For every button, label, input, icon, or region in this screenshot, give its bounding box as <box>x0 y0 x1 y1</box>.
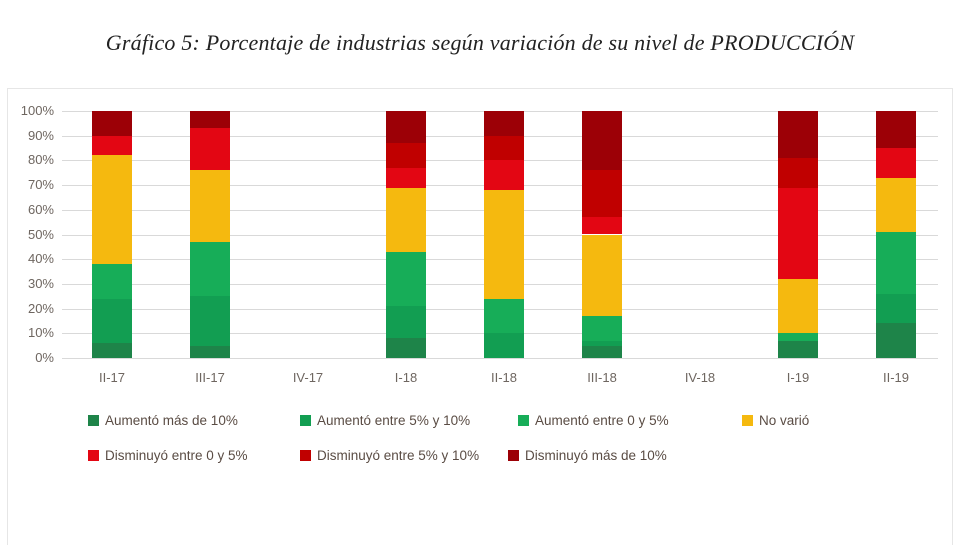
legend-item: No varió <box>742 413 809 428</box>
bar-segment <box>582 345 622 358</box>
legend-label: Disminuyó entre 5% y 10% <box>317 448 480 463</box>
x-axis-label: I-19 <box>786 370 810 385</box>
bar-segment <box>778 333 818 341</box>
y-axis-tick-label: 0% <box>35 350 54 365</box>
legend-item: Aumentó más de 10% <box>88 413 238 428</box>
bar-segment <box>92 343 132 358</box>
chart-title: Gráfico 5: Porcentaje de industrias segú… <box>105 30 855 55</box>
bar-segment <box>92 155 132 265</box>
x-axis-label: III-17 <box>195 370 225 385</box>
bar-segment <box>484 135 524 161</box>
legend-label: Aumentó entre 0 y 5% <box>535 413 669 428</box>
x-axis-label: II-18 <box>490 370 517 385</box>
bar-segment <box>582 170 622 218</box>
legend-label: Disminuyó más de 10% <box>525 448 667 463</box>
bar-segment <box>876 323 916 358</box>
bar-segment <box>778 340 818 358</box>
legend-item: Aumentó entre 5% y 10% <box>300 413 470 428</box>
bar-segment <box>484 298 524 334</box>
bar-segment <box>778 278 818 334</box>
y-axis-tick-label: 100% <box>20 103 54 118</box>
bar-segment <box>582 340 622 346</box>
bar-segment <box>386 338 426 358</box>
legend-swatch <box>518 415 529 426</box>
x-axis-label: IV-17 <box>292 370 324 385</box>
bar-segment <box>582 111 622 171</box>
x-axis-label: II-17 <box>98 370 125 385</box>
legend-swatch <box>300 450 311 461</box>
bar-segment <box>778 111 818 158</box>
bar-segment <box>190 241 230 297</box>
bar-segment <box>92 264 132 299</box>
legend-swatch <box>88 415 99 426</box>
bar-segment <box>386 111 426 144</box>
bar-segment <box>484 190 524 299</box>
bar-segment <box>92 298 132 344</box>
bar-segment <box>876 293 916 324</box>
y-axis-tick-label: 70% <box>27 177 54 193</box>
y-axis-tick-label: 20% <box>27 300 54 316</box>
x-axis-label: II-19 <box>882 370 909 385</box>
bar-segment <box>190 345 230 358</box>
x-axis-label: I-18 <box>394 370 418 385</box>
gridline <box>62 358 938 359</box>
bar-segment <box>92 111 132 136</box>
bar-segment <box>386 167 426 188</box>
y-axis-tick-label: 50% <box>27 226 54 242</box>
bar-segment <box>876 148 916 178</box>
bar-segment <box>386 306 426 339</box>
legend-label: Disminuyó entre 0 y 5% <box>105 448 248 463</box>
y-axis-tick-label: 60% <box>27 201 54 217</box>
bar-segment <box>484 111 524 136</box>
legend-item: Aumentó entre 0 y 5% <box>518 413 669 428</box>
y-axis-tick-label: 30% <box>27 275 54 291</box>
bar-segment <box>190 128 230 171</box>
y-axis-tick-label: 90% <box>27 127 54 143</box>
legend-label: Aumentó entre 5% y 10% <box>317 413 471 428</box>
y-axis-tick-label: 80% <box>27 152 54 168</box>
bar-segment <box>190 170 230 242</box>
bar-segment <box>876 232 916 294</box>
y-axis-tick-label: 40% <box>27 251 54 267</box>
bar-segment <box>386 187 426 252</box>
bar-segment <box>484 333 524 358</box>
bar-segment <box>582 316 622 341</box>
bar-segment <box>92 135 132 156</box>
bar-segment <box>190 111 230 129</box>
legend-label: Aumentó más de 10% <box>105 413 238 428</box>
bar-segment <box>876 111 916 149</box>
legend-swatch <box>742 415 753 426</box>
bar-segment <box>778 187 818 279</box>
legend-item: Disminuyó más de 10% <box>508 448 667 463</box>
legend-item: Disminuyó entre 5% y 10% <box>300 448 479 463</box>
x-axis-label: IV-18 <box>684 370 716 385</box>
chart-frame <box>7 88 953 545</box>
x-axis-label: III-18 <box>587 370 617 385</box>
legend-label: No varió <box>759 413 810 428</box>
bar-segment <box>582 217 622 235</box>
y-axis-tick-label: 10% <box>27 325 54 341</box>
legend-swatch <box>300 415 311 426</box>
legend-swatch <box>88 450 99 461</box>
bar-segment <box>190 296 230 346</box>
bar-segment <box>386 143 426 168</box>
legend-swatch <box>508 450 519 461</box>
bar-segment <box>876 177 916 233</box>
bar-segment <box>386 251 426 307</box>
bar-segment <box>778 157 818 188</box>
bar-segment <box>582 234 622 316</box>
legend-item: Disminuyó entre 0 y 5% <box>88 448 248 463</box>
bar-segment <box>484 160 524 191</box>
